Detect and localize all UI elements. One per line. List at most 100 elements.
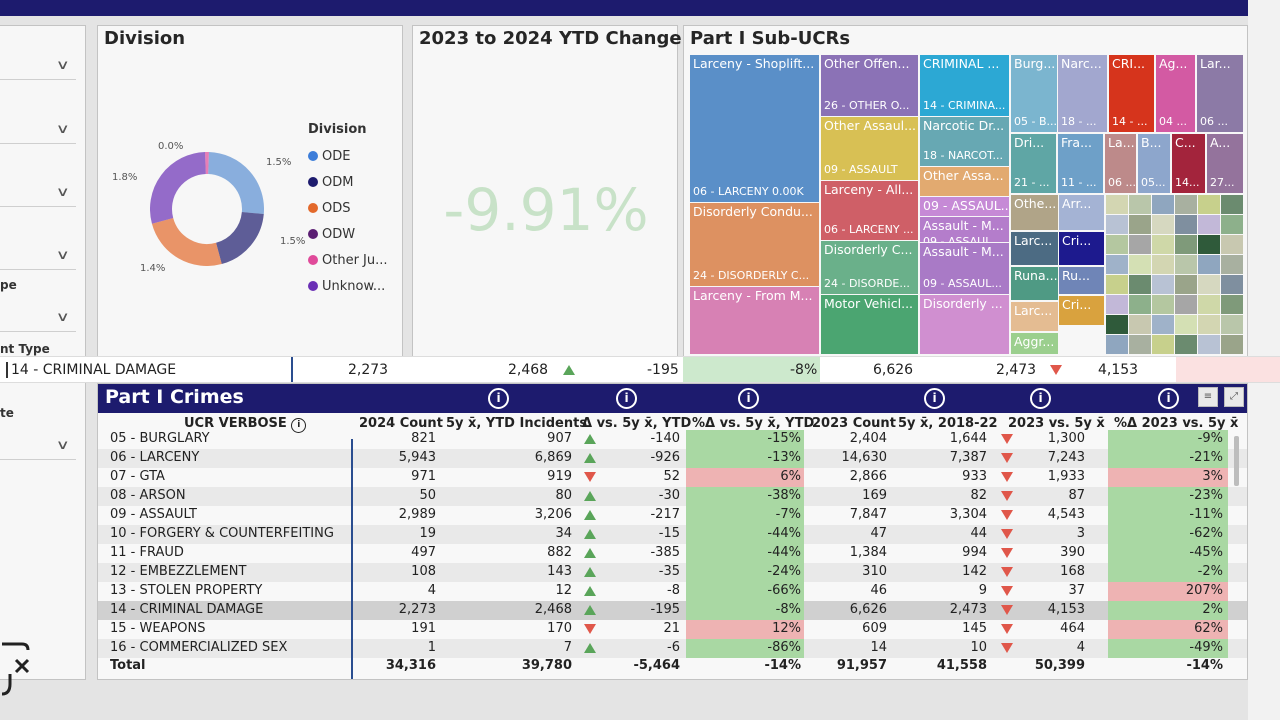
- col-header-2023-count[interactable]: 2023 Count: [812, 416, 896, 431]
- treemap-cell[interactable]: [1106, 315, 1128, 334]
- info-icon[interactable]: i: [488, 388, 509, 409]
- treemap-cell[interactable]: [1129, 195, 1151, 214]
- treemap-cell[interactable]: 09 - ASSAUL...: [920, 197, 1009, 216]
- treemap-cell[interactable]: [1175, 315, 1197, 334]
- table-row[interactable]: 10 - FORGERY & COUNTERFEITING 19 34 -15 -44%…: [98, 525, 1247, 544]
- table-row[interactable]: 14 - CRIMINAL DAMAGE 2,273 2,468 -195 -8% 6,6…: [98, 601, 1247, 620]
- legend-item[interactable]: ODW: [308, 221, 388, 247]
- treemap-cell[interactable]: [1106, 295, 1128, 314]
- treemap-cell[interactable]: Other Offen... 26 - OTHER O...: [821, 55, 918, 116]
- treemap-cell[interactable]: [1198, 295, 1220, 314]
- treemap-cell[interactable]: [1175, 255, 1197, 274]
- table-row[interactable]: 12 - EMBEZZLEMENT 108 143 -35 -24% 310 142 168 -…: [98, 563, 1247, 582]
- treemap-cell[interactable]: Larceny - All... 06 - LARCENY ...: [821, 181, 918, 240]
- table-row[interactable]: 09 - ASSAULT 2,989 3,206 -217 -7% 7,847 3,304 4…: [98, 506, 1247, 525]
- treemap-cell[interactable]: [1175, 275, 1197, 294]
- col-header-pct-2023[interactable]: %Δ 2023 vs. 5y x̄: [1114, 416, 1239, 431]
- treemap-cell[interactable]: [1106, 275, 1128, 294]
- table-row[interactable]: 11 - FRAUD 497 882 -385 -44% 1,384 994 390 -45%: [98, 544, 1247, 563]
- treemap-cell[interactable]: [1221, 235, 1243, 254]
- donut-slice[interactable]: [215, 211, 264, 265]
- treemap-cell[interactable]: [1106, 335, 1128, 354]
- treemap-cell[interactable]: Other Assaul... 09 - ASSAULT: [821, 117, 918, 180]
- treemap-cell[interactable]: [1175, 235, 1197, 254]
- treemap-cell[interactable]: [1221, 335, 1243, 354]
- treemap-cell[interactable]: [1106, 215, 1128, 234]
- treemap-cell[interactable]: [1129, 255, 1151, 274]
- col-header-5y-2018-22[interactable]: 5y x̄, 2018-22: [898, 416, 998, 431]
- treemap-cell[interactable]: Runa...: [1011, 267, 1058, 300]
- treemap-cell[interactable]: Disorderly Condu... 24 - DISORDERLY C...: [690, 203, 819, 286]
- treemap-cell[interactable]: C... 14...: [1172, 134, 1205, 193]
- treemap-cell[interactable]: [1198, 335, 1220, 354]
- treemap-cell[interactable]: [1221, 195, 1243, 214]
- treemap-cell[interactable]: Cri...: [1059, 232, 1104, 265]
- treemap-cell[interactable]: [1152, 335, 1174, 354]
- treemap-cell[interactable]: [1152, 295, 1174, 314]
- treemap-cell[interactable]: [1129, 295, 1151, 314]
- treemap-cell[interactable]: [1198, 235, 1220, 254]
- clear-filter-icon[interactable]: [0, 638, 34, 700]
- treemap-cell[interactable]: CRIMINAL ... 14 - CRIMINA...: [920, 55, 1009, 116]
- slicer-dropdown[interactable]: ∨: [0, 54, 76, 80]
- table-row[interactable]: 08 - ARSON 50 80 -30 -38% 169 82 87 -23%: [98, 487, 1247, 506]
- focus-mode-icon[interactable]: ⤢: [1224, 387, 1244, 407]
- treemap-cell[interactable]: [1129, 335, 1151, 354]
- treemap-cell[interactable]: Larceny - Shoplift... 06 - LARCENY 0.00K: [690, 55, 819, 202]
- treemap-cell[interactable]: [1198, 315, 1220, 334]
- col-header-delta[interactable]: Δ vs. 5y x̄, YTD: [582, 416, 692, 431]
- slicer-dropdown[interactable]: ∨: [0, 306, 76, 332]
- treemap-cell[interactable]: Narc... 18 - ...: [1058, 55, 1107, 132]
- legend-item[interactable]: ODE: [308, 143, 388, 169]
- treemap-cell[interactable]: Fra... 11 - ...: [1058, 134, 1103, 193]
- treemap-cell[interactable]: B... 05...: [1138, 134, 1170, 193]
- treemap-cell[interactable]: Dri... 21 - ...: [1011, 134, 1056, 193]
- info-icon[interactable]: i: [1030, 388, 1051, 409]
- treemap-cell[interactable]: [1106, 235, 1128, 254]
- treemap-cell[interactable]: [1221, 295, 1243, 314]
- col-header-2023-vs-5y[interactable]: 2023 vs. 5y x̄: [1008, 416, 1105, 431]
- legend-item[interactable]: ODS: [308, 195, 388, 221]
- treemap-cell[interactable]: [1106, 195, 1128, 214]
- legend-item[interactable]: Unknow...: [308, 273, 388, 299]
- table-row[interactable]: 15 - WEAPONS 191 170 21 12% 609 145 464 62%: [98, 620, 1247, 639]
- col-header-ucr[interactable]: UCR VERBOSE i: [184, 416, 307, 433]
- treemap-cell[interactable]: Assault - M... 09 - ASSAUL...: [920, 217, 1009, 242]
- col-header-5y-ytd[interactable]: 5y x̄, YTD Incidents: [446, 416, 588, 431]
- slicer-dropdown[interactable]: ∨: [0, 181, 76, 207]
- treemap-cell[interactable]: [1221, 275, 1243, 294]
- treemap-cell[interactable]: Arr...: [1059, 195, 1104, 230]
- slicer-dropdown[interactable]: ∨: [0, 118, 76, 144]
- treemap-cell[interactable]: [1129, 275, 1151, 294]
- filter-icon[interactable]: ≡: [1198, 387, 1218, 407]
- treemap-cell[interactable]: Lar... 06 ...: [1197, 55, 1243, 132]
- info-icon[interactable]: i: [738, 388, 759, 409]
- sub-ucr-treemap[interactable]: Larceny - Shoplift... 06 - LARCENY 0.00K D…: [690, 55, 1244, 355]
- legend-item[interactable]: ODM: [308, 169, 388, 195]
- info-icon[interactable]: i: [1158, 388, 1179, 409]
- division-donut[interactable]: [150, 152, 264, 266]
- donut-slice[interactable]: [150, 152, 207, 224]
- treemap-cell[interactable]: Cri...: [1059, 296, 1104, 325]
- treemap-cell[interactable]: [1152, 255, 1174, 274]
- treemap-cell[interactable]: Larc...: [1011, 302, 1058, 331]
- treemap-cell[interactable]: [1129, 215, 1151, 234]
- table-row[interactable]: 06 - LARCENY 5,943 6,869 -926 -13% 14,630 7,38…: [98, 449, 1247, 468]
- treemap-cell[interactable]: Narcotic Dr... 18 - NARCOT...: [920, 117, 1009, 166]
- treemap-cell[interactable]: [1198, 195, 1220, 214]
- table-scrollbar[interactable]: [1234, 436, 1239, 486]
- table-row[interactable]: 13 - STOLEN PROPERTY 4 12 -8 -66% 46 9 37 207%: [98, 582, 1247, 601]
- info-icon[interactable]: i: [616, 388, 637, 409]
- treemap-cell[interactable]: [1129, 315, 1151, 334]
- treemap-cell[interactable]: Ru...: [1059, 267, 1104, 294]
- info-icon[interactable]: i: [291, 418, 307, 433]
- treemap-cell[interactable]: [1221, 255, 1243, 274]
- col-header-pct-delta[interactable]: %Δ vs. 5y x̄, YTD: [692, 416, 815, 431]
- treemap-cell[interactable]: [1198, 275, 1220, 294]
- treemap-cell[interactable]: [1221, 315, 1243, 334]
- treemap-cell[interactable]: Ag... 04 ...: [1156, 55, 1195, 132]
- donut-slice[interactable]: [207, 152, 264, 214]
- treemap-cell[interactable]: Other Assa...: [920, 167, 1009, 196]
- treemap-cell[interactable]: CRI... 14 - ...: [1109, 55, 1154, 132]
- treemap-cell[interactable]: A... 27...: [1207, 134, 1243, 193]
